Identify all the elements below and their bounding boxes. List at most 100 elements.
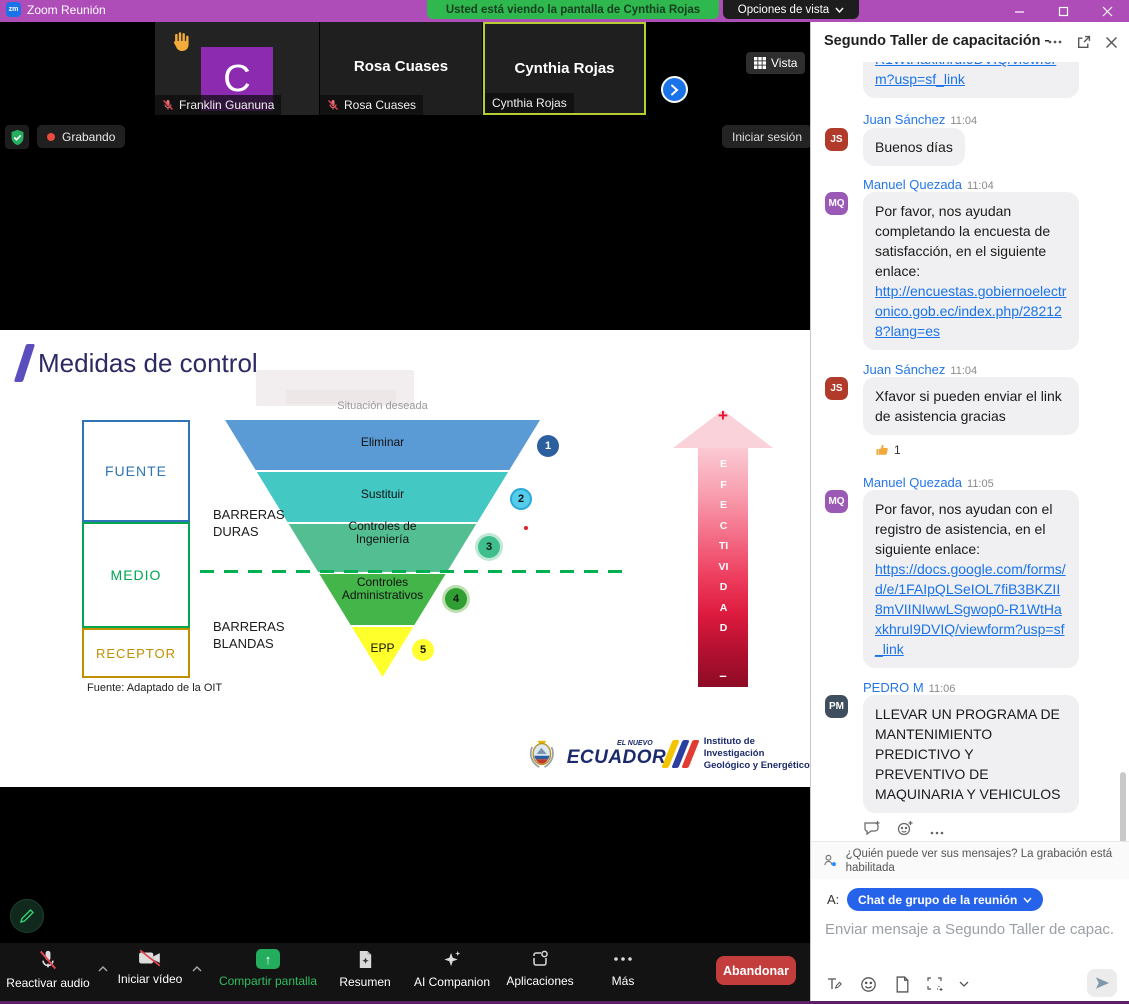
recording-indicator[interactable]: Grabando <box>37 125 126 148</box>
step-number-badge: 1 <box>537 435 559 457</box>
screenshot-button[interactable] <box>923 973 945 995</box>
recipient-label: Chat de grupo de la reunión <box>858 892 1018 907</box>
participant-name-tag: Franklin Guanuna <box>155 95 282 115</box>
pop-out-button[interactable] <box>1073 33 1093 51</box>
close-button[interactable] <box>1085 0 1129 22</box>
message-time: 11:05 <box>967 478 994 490</box>
pyramid-label: Controles Administrativos <box>341 575 424 602</box>
desired-situation-label: Situación deseada <box>337 400 428 412</box>
grid-icon <box>754 57 766 69</box>
format-text-button[interactable] <box>823 973 845 995</box>
apps-button[interactable]: Aplicaciones <box>500 949 580 988</box>
recipient-selector[interactable]: Chat de grupo de la reunión <box>847 888 1044 911</box>
next-participants-button[interactable] <box>661 76 688 103</box>
share-screen-button[interactable]: ↑ Compartir pantalla <box>212 949 324 988</box>
effectiveness-label: EFECTIVIDAD <box>718 458 729 634</box>
attach-file-button[interactable] <box>891 973 913 995</box>
chat-bubble: Xfavor si pueden enviar el link de asist… <box>863 377 1079 435</box>
message-link[interactable]: https://docs.google.com/forms/d/e/1FAIpQ… <box>875 561 1066 657</box>
pop-out-icon <box>1077 35 1090 48</box>
window-controls <box>997 0 1129 22</box>
message-more-button[interactable] <box>930 822 944 840</box>
app-identity: zm Zoom Reunión <box>6 2 106 17</box>
more-label: Más <box>611 974 635 988</box>
video-options-caret[interactable] <box>192 959 202 977</box>
chat-scrollbar[interactable] <box>1120 772 1126 842</box>
start-video-button[interactable]: Iniciar vídeo <box>112 949 188 986</box>
step-number-badge: 3 <box>478 536 500 558</box>
reply-bubble-icon <box>864 821 880 836</box>
unmute-audio-label: Reactivar audio <box>6 976 90 990</box>
ai-companion-label: AI Companion <box>413 975 491 989</box>
message-time: 11:04 <box>950 115 978 127</box>
maximize-button[interactable] <box>1041 0 1085 22</box>
pencil-icon <box>19 909 34 924</box>
chat-more-button[interactable] <box>1045 33 1065 51</box>
pyramid-band-eliminar <box>225 420 540 470</box>
leave-meeting-button[interactable]: Abandonar <box>716 956 796 985</box>
reply-button[interactable] <box>863 820 881 841</box>
message-sender: Juan Sánchez 11:04 <box>863 362 978 377</box>
blurred-overlay <box>256 370 414 406</box>
add-reaction-button[interactable] <box>897 820 914 841</box>
to-label: A: <box>827 892 840 907</box>
message-link[interactable]: m?usp=sf_link <box>875 71 965 87</box>
message-link[interactable]: R1WtHaxkhruI9DVIQ/viewfor <box>875 62 1056 67</box>
ai-companion-button[interactable]: AI Companion <box>408 949 496 989</box>
brand-name: ECUADOR <box>566 746 667 768</box>
unmute-audio-button[interactable]: Reactivar audio <box>4 949 92 990</box>
message-time: 11:06 <box>928 683 956 695</box>
send-message-button[interactable] <box>1087 969 1117 997</box>
mic-muted-icon <box>39 950 57 970</box>
summary-button[interactable]: Resumen <box>332 949 398 989</box>
sign-in-button[interactable]: Iniciar sesión <box>722 125 813 148</box>
title-slash-decoration <box>13 344 36 382</box>
share-screen-label: Compartir pantalla <box>218 974 318 988</box>
pyramid-label: EPP <box>370 641 395 655</box>
brand-wordmark: EL NUEVO ECUADOR <box>566 740 667 769</box>
camera-off-icon <box>139 949 161 967</box>
annotate-pencil-button[interactable] <box>10 899 44 933</box>
chat-bubble: Por favor, nos ayudan completando la enc… <box>863 192 1079 350</box>
security-shield-button[interactable] <box>5 125 29 149</box>
tile-display-name: Rosa Cuases <box>353 58 449 75</box>
box-fuente: FUENTE <box>82 420 190 522</box>
send-plane-icon <box>1095 977 1109 989</box>
pyramid-label: Controles de Ingeniería <box>348 519 417 546</box>
chat-compose-area: A: Chat de grupo de la reunión <box>811 879 1129 1001</box>
dashed-divider-line <box>200 570 630 573</box>
message-sender: Manuel Quezada 11:04 <box>863 177 994 192</box>
minimize-button[interactable] <box>997 0 1041 22</box>
participant-tile-cynthia[interactable]: Cynthia Rojas Cynthia Rojas <box>483 22 646 115</box>
chevron-right-icon <box>671 84 679 95</box>
reaction-count: 1 <box>894 443 901 457</box>
chat-message-list[interactable]: R1WtHaxkhruI9DVIQ/viewfor m?usp=sf_link … <box>811 62 1129 842</box>
chevron-down-icon <box>835 7 844 13</box>
smiley-plus-icon <box>897 821 913 836</box>
window-titlebar: zm Zoom Reunión Usted está viendo la pan… <box>0 0 1129 22</box>
tile-display-name: Cynthia Rojas <box>514 60 615 77</box>
chat-bubble-clipped: R1WtHaxkhruI9DVIQ/viewfor m?usp=sf_link <box>863 62 1079 98</box>
audio-options-caret[interactable] <box>98 959 108 977</box>
screenshot-icon <box>926 977 942 991</box>
view-layout-button[interactable]: Vista <box>746 52 806 74</box>
chat-message-input[interactable] <box>825 917 1115 941</box>
effectiveness-arrow-head <box>673 410 773 448</box>
chat-bubble: Buenos días <box>863 128 965 166</box>
zoom-logo-icon: zm <box>6 2 21 17</box>
message-reaction[interactable]: 1 <box>875 443 901 457</box>
recording-label: Grabando <box>62 129 116 144</box>
apps-icon <box>533 950 548 966</box>
message-link[interactable]: http://encuestas.gobiernoelectronico.gob… <box>875 283 1067 339</box>
emoji-button[interactable] <box>857 973 879 995</box>
hard-barriers-label: BARRERAS DURAS <box>213 507 285 539</box>
view-options-dropdown[interactable]: Opciones de vista <box>723 0 859 19</box>
participant-tile-franklin[interactable]: C Franklin Guanuna <box>155 22 319 115</box>
avatar: PM <box>825 695 848 718</box>
participant-tile-rosa[interactable]: Rosa Cuases Rosa Cuases <box>320 22 482 115</box>
chat-close-button[interactable] <box>1101 33 1121 51</box>
avatar: JS <box>825 377 848 400</box>
more-button[interactable]: Más <box>592 949 654 988</box>
compose-more-caret[interactable] <box>953 973 975 995</box>
chat-bubble: Por favor, nos ayudan con el registro de… <box>863 490 1079 668</box>
